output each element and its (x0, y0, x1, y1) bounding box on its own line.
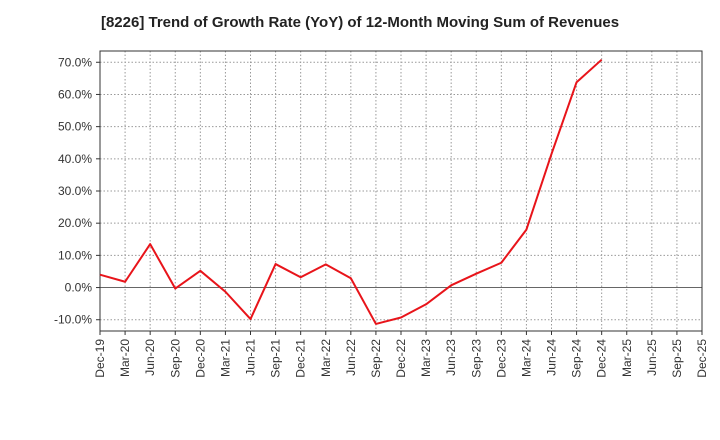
y-tick-label: 10.0% (58, 248, 92, 262)
x-tick-label: Jun-23 (444, 339, 458, 376)
x-tick-label: Jun-24 (545, 339, 559, 376)
x-tick-label: Jun-25 (645, 339, 659, 376)
grid-lines (99, 51, 703, 331)
x-tick-label: Mar-25 (620, 339, 634, 377)
axes (96, 50, 703, 335)
x-tick-label: Dec-23 (494, 339, 508, 378)
x-tick-label: Mar-20 (118, 339, 132, 377)
y-tick-label: 20.0% (58, 216, 92, 230)
x-tick-label: Mar-22 (319, 339, 333, 377)
y-tick-label: 50.0% (58, 120, 92, 134)
x-tick-label: Dec-20 (193, 339, 207, 378)
x-tick-label: Dec-22 (394, 339, 408, 378)
x-tick-label: Sep-21 (269, 339, 283, 378)
x-tick-label: Sep-24 (570, 339, 584, 378)
x-tick-label: Dec-21 (294, 339, 308, 378)
x-tick-label: Sep-22 (369, 339, 383, 378)
tick-labels: -10.0% 0.0% 10.0% 20.0% 30.0% 40.0% 50.0% 60.0%… (54, 55, 709, 377)
x-tick-label: Jun-20 (143, 339, 157, 376)
chart-title: [8226] Trend of Growth Rate (YoY) of 12-… (100, 14, 620, 31)
y-tick-label: 0.0% (65, 281, 93, 295)
x-tick-label: Mar-21 (218, 339, 232, 377)
x-tick-label: Jun-21 (244, 339, 258, 376)
y-tick-label: 40.0% (58, 152, 92, 166)
series-layer (99, 58, 603, 325)
x-tick-label: Sep-25 (670, 339, 684, 378)
x-tick-label: Dec-25 (695, 339, 709, 378)
x-tick-label: Jun-22 (344, 339, 358, 376)
x-tick-label: Sep-23 (469, 339, 483, 378)
x-tick-label: Dec-19 (93, 339, 107, 378)
y-tick-label: 60.0% (58, 87, 92, 101)
x-tick-label: Mar-24 (519, 339, 533, 377)
y-tick-label: 30.0% (58, 184, 92, 198)
x-tick-label: Mar-23 (419, 339, 433, 377)
x-tick-label: Dec-24 (595, 339, 609, 378)
x-tick-label: Sep-20 (168, 339, 182, 378)
series-line (99, 58, 603, 325)
y-tick-label: 70.0% (58, 55, 92, 69)
y-tick-label: -10.0% (54, 313, 92, 327)
